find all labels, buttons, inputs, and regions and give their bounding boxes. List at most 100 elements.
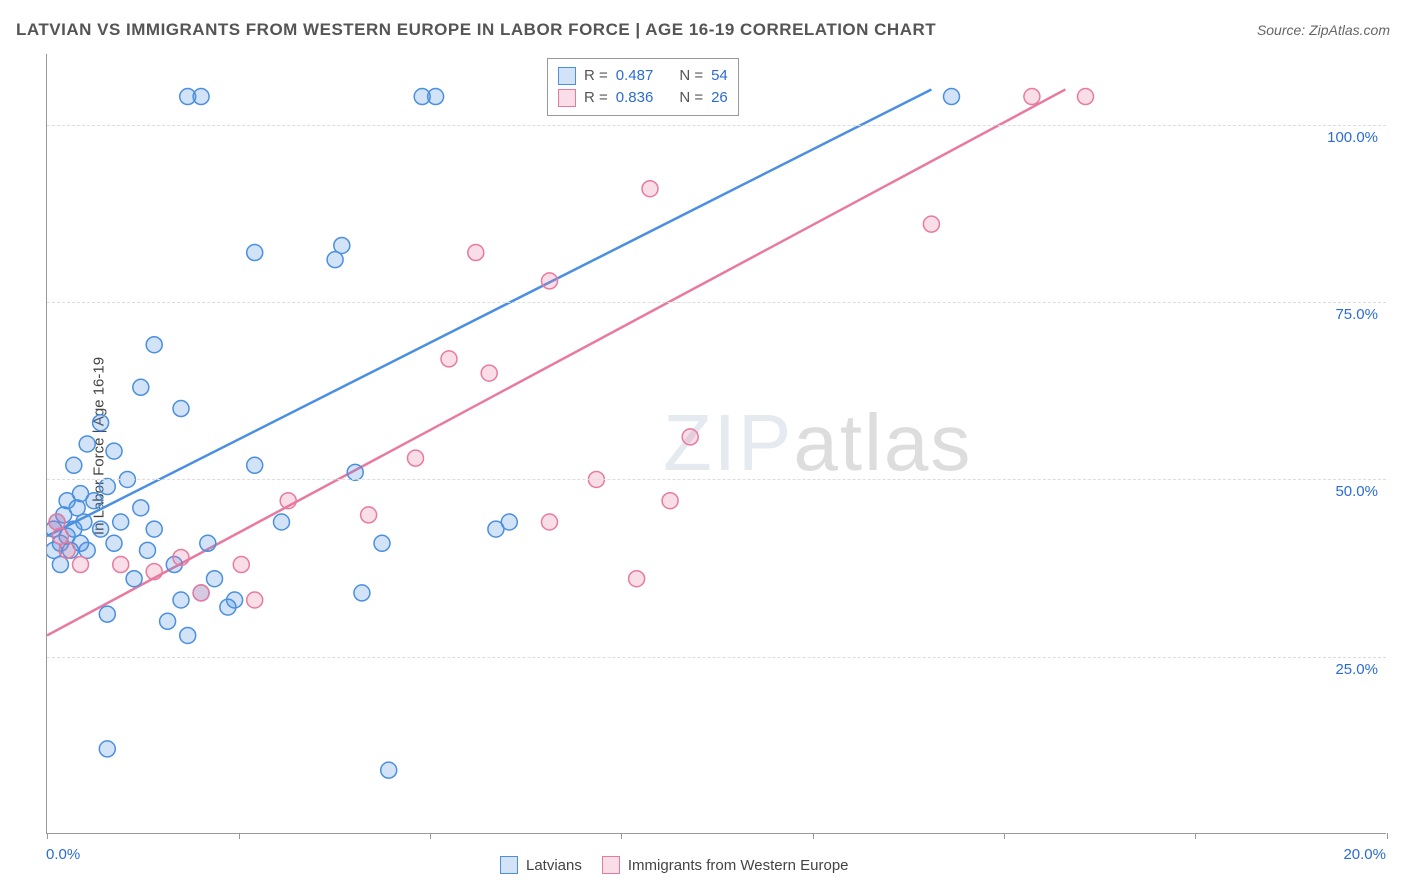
point-latvians [99, 741, 115, 757]
point-latvians [274, 514, 290, 530]
legend-label: Latvians [526, 857, 582, 874]
point-latvians [180, 627, 196, 643]
point-latvians [106, 535, 122, 551]
y-tick-label: 75.0% [1335, 306, 1378, 323]
x-tick [1387, 833, 1388, 839]
x-tick [239, 833, 240, 839]
point-latvians [334, 237, 350, 253]
point-immigrants [146, 564, 162, 580]
x-tick [1004, 833, 1005, 839]
point-immigrants [247, 592, 263, 608]
point-latvians [146, 337, 162, 353]
legend-label: Immigrants from Western Europe [628, 857, 849, 874]
swatch-icon [558, 67, 576, 85]
point-latvians [93, 415, 109, 431]
title-row: LATVIAN VS IMMIGRANTS FROM WESTERN EUROP… [16, 20, 1390, 40]
y-tick-label: 50.0% [1335, 483, 1378, 500]
point-immigrants [49, 514, 65, 530]
point-immigrants [173, 549, 189, 565]
n-label: N = [679, 87, 703, 109]
point-immigrants [542, 273, 558, 289]
point-latvians [381, 762, 397, 778]
gridline [47, 302, 1386, 303]
r-label: R = [584, 65, 608, 87]
point-latvians [133, 379, 149, 395]
swatch-icon [558, 89, 576, 107]
r-label: R = [584, 87, 608, 109]
gridline [47, 479, 1386, 480]
plot-area: ZIPatlas R =0.487N =54R =0.836N =26 25.0… [46, 54, 1386, 834]
point-immigrants [923, 216, 939, 232]
point-latvians [113, 514, 129, 530]
point-immigrants [73, 557, 89, 573]
point-immigrants [1078, 89, 1094, 105]
point-latvians [106, 443, 122, 459]
point-latvians [354, 585, 370, 601]
point-latvians [374, 535, 390, 551]
point-immigrants [59, 542, 75, 558]
point-latvians [247, 245, 263, 261]
point-latvians [200, 535, 216, 551]
n-value: 54 [711, 65, 728, 87]
point-latvians [86, 493, 102, 509]
r-value: 0.487 [616, 65, 654, 87]
r-value: 0.836 [616, 87, 654, 109]
legend-item-latvians: Latvians [500, 856, 582, 874]
point-immigrants [481, 365, 497, 381]
point-latvians [66, 457, 82, 473]
point-immigrants [468, 245, 484, 261]
point-latvians [79, 436, 95, 452]
stats-legend: R = 0.487 N = 54 R = 0.836 N = 26 [547, 58, 739, 116]
stats-row-latvians: R = 0.487 N = 54 [558, 65, 728, 87]
x-tick [813, 833, 814, 839]
point-latvians [247, 457, 263, 473]
point-latvians [146, 521, 162, 537]
chart-container: LATVIAN VS IMMIGRANTS FROM WESTERN EUROP… [0, 0, 1406, 892]
point-immigrants [642, 181, 658, 197]
scatter-svg [47, 54, 1387, 834]
point-immigrants [682, 429, 698, 445]
regression-line-immigrants [47, 89, 1065, 635]
point-latvians [193, 89, 209, 105]
x-tick [1195, 833, 1196, 839]
point-latvians [428, 89, 444, 105]
x-tick [430, 833, 431, 839]
stats-row-immigrants: R = 0.836 N = 26 [558, 87, 728, 109]
point-immigrants [113, 557, 129, 573]
point-latvians [347, 464, 363, 480]
point-immigrants [280, 493, 296, 509]
series-legend: Latvians Immigrants from Western Europe [500, 856, 849, 874]
point-immigrants [441, 351, 457, 367]
gridline [47, 125, 1386, 126]
point-immigrants [1024, 89, 1040, 105]
regression-line-latvians [47, 89, 931, 536]
x-tick-label: 0.0% [46, 846, 80, 863]
point-latvians [140, 542, 156, 558]
gridline [47, 657, 1386, 658]
point-latvians [160, 613, 176, 629]
y-tick-label: 100.0% [1327, 129, 1378, 146]
swatch-icon [500, 856, 518, 874]
point-latvians [76, 514, 92, 530]
point-latvians [173, 401, 189, 417]
point-latvians [207, 571, 223, 587]
point-immigrants [361, 507, 377, 523]
chart-title: LATVIAN VS IMMIGRANTS FROM WESTERN EUROP… [16, 20, 936, 40]
x-tick-label: 20.0% [1343, 846, 1386, 863]
y-tick-label: 25.0% [1335, 661, 1378, 678]
legend-item-immigrants: Immigrants from Western Europe [602, 856, 849, 874]
point-latvians [488, 521, 504, 537]
swatch-icon [602, 856, 620, 874]
point-immigrants [542, 514, 558, 530]
point-latvians [99, 479, 115, 495]
point-latvians [126, 571, 142, 587]
x-tick [621, 833, 622, 839]
point-immigrants [408, 450, 424, 466]
n-value: 26 [711, 87, 728, 109]
n-label: N = [679, 65, 703, 87]
x-tick [47, 833, 48, 839]
point-immigrants [629, 571, 645, 587]
point-latvians [944, 89, 960, 105]
point-latvians [133, 500, 149, 516]
point-latvians [93, 521, 109, 537]
